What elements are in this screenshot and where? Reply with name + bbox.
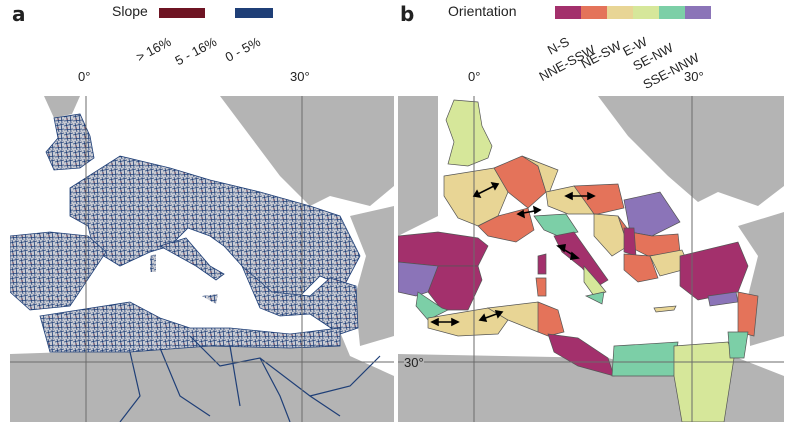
b-north-land <box>598 96 784 206</box>
panel-b-lon-0: 0° <box>468 69 481 84</box>
province-aegyptus <box>673 341 735 422</box>
eastern-roads <box>119 335 381 422</box>
slope-label-high: > 16% <box>133 33 174 65</box>
province-syria <box>737 291 759 337</box>
panel-b-lat-30: 30° <box>404 355 424 370</box>
slope-label-mid: 5 - 16% <box>172 33 220 69</box>
province-judaea <box>727 331 749 359</box>
province-illyricum <box>623 227 637 257</box>
island-sicily <box>202 294 218 304</box>
road-network <box>10 113 361 353</box>
east-land <box>350 206 394 346</box>
orient-swatch-ns <box>555 6 581 19</box>
orient-swatch-ssennw <box>685 6 711 19</box>
province-macedonia <box>623 253 659 283</box>
panel-b-letter: b <box>400 2 415 26</box>
africa-land <box>10 332 394 422</box>
panel-b-map <box>398 96 784 422</box>
island-sicily-b <box>584 291 605 305</box>
province-lusitania <box>398 261 439 297</box>
province-gaul-south <box>477 207 535 243</box>
orient-swatch-ew <box>633 6 659 19</box>
north-land <box>220 96 394 206</box>
orientation-legend-title: Orientation <box>448 3 517 19</box>
panel-a-lon-0: 0° <box>78 69 91 84</box>
island-corsica-b <box>537 253 547 275</box>
panel-a-letter: a <box>12 2 26 26</box>
province-italia <box>553 231 609 287</box>
province-dalmatia <box>593 213 629 257</box>
b-west-strip <box>398 96 438 236</box>
slope-swatch-high <box>159 8 205 18</box>
orientation-arrows <box>430 181 596 327</box>
province-dacia <box>623 191 681 237</box>
island-crete-b <box>653 305 677 313</box>
province-aegyptus-west <box>611 341 679 377</box>
orient-swatch-nesw <box>607 6 633 19</box>
province-baetica <box>415 291 449 321</box>
panel-b-lon-30: 30° <box>684 69 704 84</box>
panel-a-map <box>10 96 394 422</box>
island-corsica <box>150 254 156 272</box>
orient-swatch-nnessw <box>581 6 607 19</box>
scotland-land <box>44 96 80 118</box>
graticule <box>10 96 394 422</box>
province-pannonia <box>573 183 625 215</box>
island-sardinia-b <box>535 277 547 297</box>
panel-a-lon-30: 30° <box>290 69 310 84</box>
orient-swatch-senw <box>659 6 685 19</box>
province-africa-east <box>537 301 565 337</box>
slope-swatch-mid <box>205 8 235 18</box>
province-britannia <box>445 99 493 167</box>
b-graticule <box>398 96 784 422</box>
slope-label-low: 0 - 5% <box>223 33 264 65</box>
slope-legend-title: Slope <box>112 3 148 19</box>
slope-swatch-low <box>235 8 273 18</box>
